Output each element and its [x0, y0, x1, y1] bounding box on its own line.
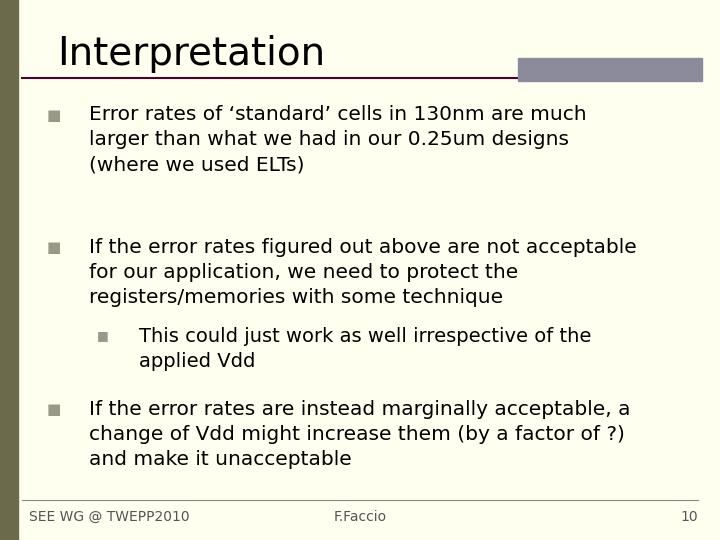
- Text: If the error rates figured out above are not acceptable
for our application, we : If the error rates figured out above are…: [89, 238, 636, 307]
- Bar: [518, 58, 702, 81]
- Text: F.Faccio: F.Faccio: [333, 510, 387, 524]
- Text: Interpretation: Interpretation: [58, 35, 325, 73]
- Text: This could just work as well irrespective of the
applied Vdd: This could just work as well irrespectiv…: [139, 327, 591, 370]
- Text: Error rates of ‘standard’ cells in 130nm are much
larger than what we had in our: Error rates of ‘standard’ cells in 130nm…: [89, 105, 586, 174]
- Text: If the error rates are instead marginally acceptable, a
change of Vdd might incr: If the error rates are instead marginall…: [89, 400, 630, 469]
- Text: ■: ■: [47, 402, 61, 417]
- Text: ■: ■: [47, 108, 61, 123]
- Text: ■: ■: [47, 240, 61, 255]
- Text: 10: 10: [681, 510, 698, 524]
- Text: SEE WG @ TWEPP2010: SEE WG @ TWEPP2010: [29, 510, 189, 524]
- Text: ■: ■: [97, 329, 109, 342]
